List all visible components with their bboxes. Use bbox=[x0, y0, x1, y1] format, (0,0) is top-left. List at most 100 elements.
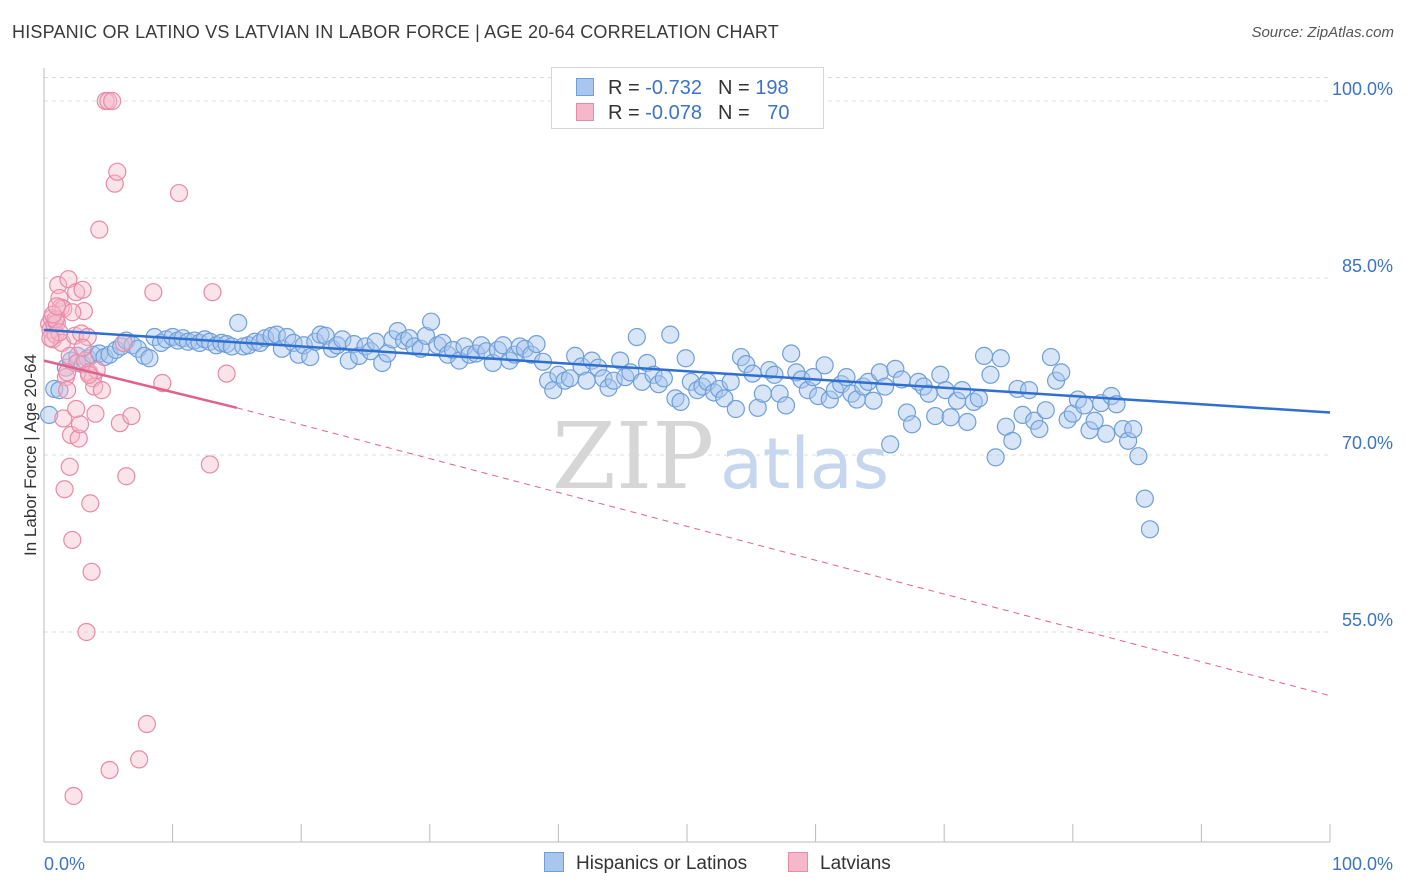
data-point-hispanics bbox=[964, 392, 983, 412]
data-point-latvians bbox=[67, 399, 86, 419]
data-point-hispanics bbox=[704, 383, 724, 402]
data-point-hispanics bbox=[776, 396, 796, 415]
data-point-latvians bbox=[217, 364, 236, 383]
legend-label-hispanics: Hispanics or Latinos bbox=[576, 853, 748, 874]
data-point-hispanics bbox=[809, 386, 828, 406]
data-point-hispanics bbox=[1118, 431, 1138, 450]
data-point-latvians bbox=[49, 275, 68, 295]
legend-row-hispanics: R = -0.732 N = 198 bbox=[576, 77, 789, 101]
series-hispanics-points bbox=[40, 312, 1160, 539]
data-point-hispanics bbox=[737, 355, 756, 374]
data-point-hispanics bbox=[743, 364, 762, 383]
x-tick-label: 100.0% bbox=[1332, 854, 1393, 874]
r-label: R = bbox=[608, 77, 646, 99]
data-point-hispanics bbox=[958, 412, 977, 432]
data-point-latvians bbox=[100, 760, 119, 780]
trend-line-latvians bbox=[43, 359, 238, 410]
data-point-hispanics bbox=[661, 325, 680, 344]
data-point-hispanics bbox=[820, 390, 839, 409]
data-point-hispanics bbox=[969, 389, 989, 408]
trend-line-hispanics bbox=[43, 328, 1331, 414]
data-point-latvians bbox=[90, 220, 109, 239]
blue-swatch bbox=[576, 78, 594, 96]
data-point-hispanics bbox=[373, 353, 392, 373]
data-point-hispanics bbox=[433, 333, 452, 353]
data-point-hispanics bbox=[721, 372, 740, 391]
data-point-hispanics bbox=[941, 408, 960, 427]
y-axis-label: In Labor Force | Age 20-64 bbox=[21, 354, 40, 556]
data-point-hispanics bbox=[1135, 489, 1154, 508]
data-point-hispanics bbox=[986, 448, 1005, 467]
data-point-hispanics bbox=[627, 327, 646, 347]
data-point-latvians bbox=[69, 429, 88, 448]
data-point-latvians bbox=[54, 409, 73, 428]
data-point-hispanics bbox=[140, 349, 159, 368]
series-latvians-points bbox=[40, 91, 236, 806]
data-point-hispanics bbox=[881, 435, 900, 454]
data-point-latvians bbox=[108, 162, 127, 181]
data-point-hispanics bbox=[897, 403, 917, 422]
data-point-latvians bbox=[103, 91, 122, 111]
data-point-latvians bbox=[169, 183, 189, 203]
r-value-latvians: -0.078 bbox=[645, 102, 702, 124]
data-point-hispanics bbox=[1085, 411, 1104, 430]
data-point-latvians bbox=[63, 303, 82, 322]
n-label: N = bbox=[717, 77, 756, 99]
legend-row-latvians: R = -0.078 N = 70 bbox=[576, 102, 789, 126]
blue-swatch bbox=[544, 852, 564, 872]
data-point-latvians bbox=[58, 381, 77, 400]
data-point-latvians bbox=[70, 415, 90, 434]
n-value-latvians: 70 bbox=[767, 102, 790, 124]
data-point-hispanics bbox=[1036, 401, 1055, 420]
data-point-hispanics bbox=[726, 399, 745, 419]
data-point-hispanics bbox=[611, 351, 630, 370]
r-value-hispanics: -0.732 bbox=[645, 77, 702, 99]
data-point-hispanics bbox=[1003, 431, 1022, 450]
data-point-latvians bbox=[82, 562, 101, 581]
y-tick-label: 70.0% bbox=[1342, 433, 1393, 453]
data-point-hispanics bbox=[339, 351, 358, 370]
data-point-hispanics bbox=[676, 349, 695, 368]
data-point-hispanics bbox=[666, 389, 685, 408]
r-label: R = bbox=[608, 102, 646, 124]
data-point-hispanics bbox=[40, 405, 59, 424]
data-point-latvians bbox=[117, 467, 136, 486]
data-point-hispanics bbox=[782, 344, 801, 363]
data-point-latvians bbox=[79, 365, 99, 384]
data-point-hispanics bbox=[864, 391, 883, 410]
correlation-legend: R = -0.732 N = 198 R = -0.078 N = 70 bbox=[551, 67, 824, 129]
data-point-hispanics bbox=[748, 398, 767, 417]
x-tick-label: 0.0% bbox=[44, 854, 85, 874]
trend-lines bbox=[43, 328, 1331, 697]
data-point-hispanics bbox=[765, 365, 784, 384]
data-point-hispanics bbox=[1075, 396, 1094, 415]
data-point-hispanics bbox=[654, 369, 673, 388]
y-tick-label: 100.0% bbox=[1332, 79, 1393, 99]
chart-title: HISPANIC OR LATINO VS LATVIAN IN LABOR F… bbox=[12, 22, 779, 42]
data-point-hispanics bbox=[1124, 419, 1143, 439]
data-point-hispanics bbox=[1097, 424, 1116, 443]
data-point-hispanics bbox=[527, 334, 546, 354]
data-point-hispanics bbox=[604, 371, 623, 390]
data-point-latvians bbox=[130, 750, 149, 769]
data-point-hispanics bbox=[842, 384, 861, 403]
data-point-hispanics bbox=[421, 312, 441, 331]
data-point-hispanics bbox=[589, 358, 608, 377]
data-point-latvians bbox=[203, 283, 222, 302]
data-point-latvians bbox=[122, 406, 141, 426]
data-point-hispanics bbox=[902, 415, 922, 434]
data-point-hispanics bbox=[388, 322, 407, 341]
legend-item-latvians[interactable]: Latvians bbox=[788, 852, 891, 875]
data-point-latvians bbox=[73, 338, 92, 357]
data-point-hispanics bbox=[522, 345, 541, 364]
data-point-hispanics bbox=[886, 359, 905, 378]
data-point-hispanics bbox=[815, 356, 834, 375]
n-value-hispanics: 198 bbox=[755, 77, 789, 99]
data-point-latvians bbox=[144, 283, 163, 302]
data-point-hispanics bbox=[991, 349, 1010, 368]
legend-item-hispanics[interactable]: Hispanics or Latinos bbox=[544, 852, 747, 875]
data-point-hispanics bbox=[1013, 405, 1032, 424]
n-label: N = bbox=[717, 102, 756, 124]
data-point-hispanics bbox=[770, 384, 789, 403]
data-point-latvians bbox=[41, 329, 60, 348]
